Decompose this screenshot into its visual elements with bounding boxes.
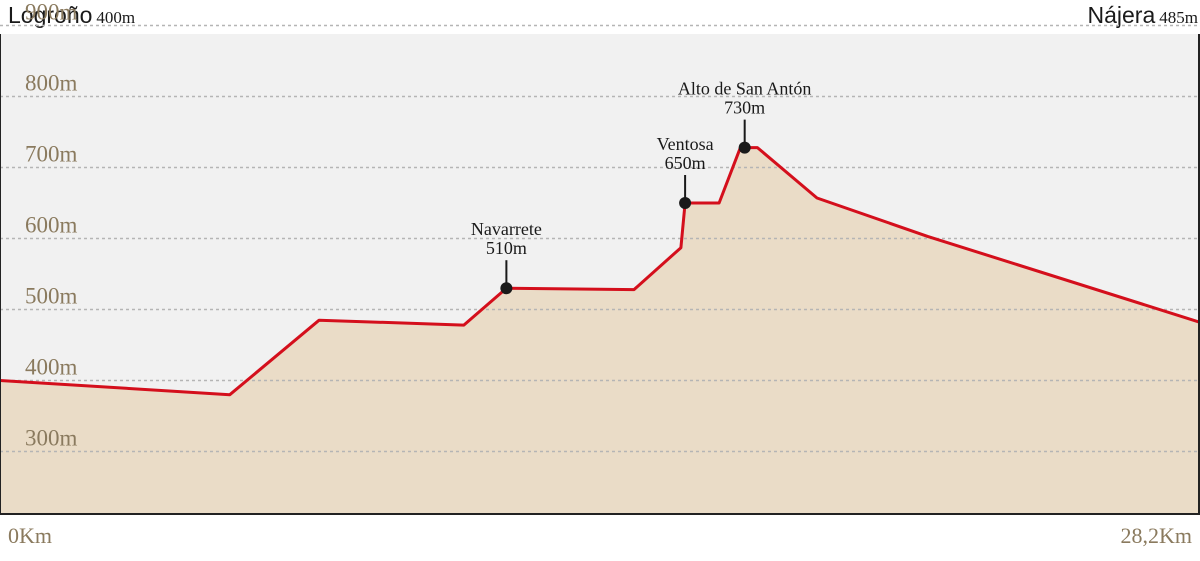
annotation-name-2: Alto de San Antón (678, 79, 812, 99)
annotation-marker-2 (738, 141, 751, 154)
end-town-altitude: 485m (1159, 8, 1198, 27)
end-point-label: Nájera 485m (1088, 2, 1199, 29)
annotation-name-0: Navarrete (471, 219, 542, 239)
y-tick-label-900: 900m (25, 0, 78, 24)
annotation-altitude-2: 730m (724, 98, 765, 118)
y-tick-label-600: 600m (25, 212, 78, 237)
profile-header: Logroño 400m Nájera 485m (0, 0, 1200, 34)
annotation-marker-1 (679, 196, 692, 209)
annotation-marker-0 (500, 282, 513, 295)
start-town-altitude: 400m (96, 8, 136, 27)
y-tick-label-400: 400m (25, 355, 78, 380)
start-town-name: Logroño (8, 2, 93, 28)
annotation-name-1: Ventosa (657, 134, 714, 154)
annotation-altitude-0: 510m (486, 238, 527, 258)
x-tick-label-start: 0Km (8, 523, 52, 548)
y-tick-label-500: 500m (25, 284, 78, 309)
elevation-line (0, 146, 1200, 397)
start-point-label: Logroño 400m (8, 2, 135, 29)
end-town-name: Nájera (1087, 2, 1156, 28)
y-tick-label-300: 300m (25, 426, 78, 451)
annotation-altitude-1: 650m (665, 153, 706, 173)
y-tick-label-700: 700m (25, 141, 78, 166)
x-tick-label-end: 28,2Km (1121, 523, 1193, 548)
y-tick-label-800: 800m (25, 70, 78, 95)
